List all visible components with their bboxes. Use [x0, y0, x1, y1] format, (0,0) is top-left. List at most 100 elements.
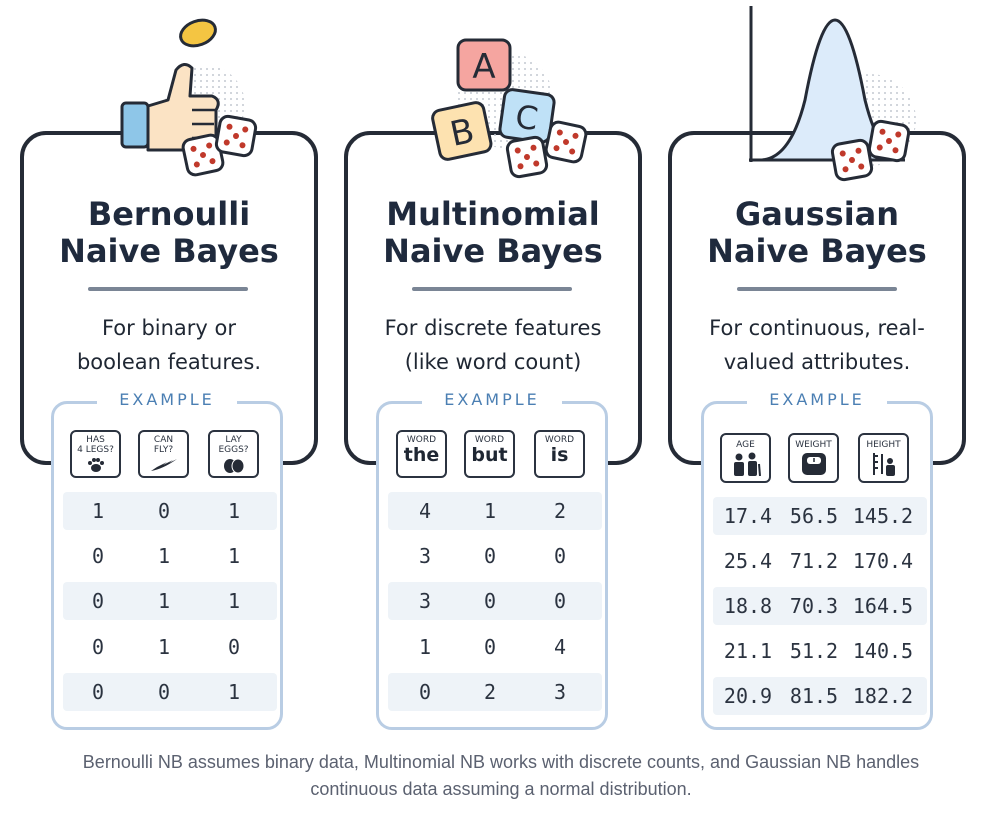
feature-label-line: EGGS?: [218, 445, 249, 455]
title-divider: [737, 287, 897, 291]
table-cell: 17.4: [723, 504, 773, 528]
feature-label-line: FLY?: [153, 445, 174, 455]
paw-icon: [87, 458, 104, 472]
wing-icon: [150, 459, 177, 471]
table-row: [388, 582, 602, 620]
abc-blocks-icon: A B C: [431, 38, 556, 161]
title-line: Multinomial: [386, 195, 600, 233]
feature-label-line: HAS: [86, 435, 105, 445]
desc-line: For discrete features: [384, 316, 602, 340]
table-cell: 182.2: [852, 684, 914, 708]
table-cell: 3: [418, 589, 432, 613]
table-row: [713, 677, 927, 715]
block-c-letter: C: [513, 97, 540, 138]
table-cell: 56.5: [789, 504, 839, 528]
feature-label-line: AGE: [736, 440, 755, 450]
example-label: EXAMPLE: [747, 390, 887, 409]
feature-header-lay-eggs: LAY EGGS?: [208, 430, 259, 478]
feature-header-has-4-legs: HAS 4 LEGS?: [70, 430, 121, 478]
table-cell: 1: [227, 589, 241, 613]
table-cell: 0: [91, 680, 105, 704]
table-cell: 0: [157, 680, 171, 704]
feature-header-age: AGE: [720, 433, 771, 483]
table-cell: 18.8: [723, 594, 773, 618]
title-divider: [88, 287, 248, 291]
feature-label-line: CAN: [153, 435, 174, 445]
table-cell: 3: [553, 680, 567, 704]
table-row: [63, 492, 277, 530]
feature-label-line: WORD: [406, 435, 437, 445]
feature-header-can-fly: CAN FLY?: [138, 430, 189, 478]
scale-icon: [801, 453, 826, 475]
table-cell: 1: [483, 499, 497, 523]
desc-line: boolean features.: [76, 350, 262, 374]
title-line: Gaussian: [734, 195, 900, 233]
table-cell: 4: [418, 499, 432, 523]
caption-line: Bernoulli NB assumes binary data, Multin…: [82, 752, 920, 772]
title-line: Bernoulli: [87, 195, 251, 233]
feature-label-line: 4 LEGS?: [77, 445, 114, 455]
table-cell: 0: [227, 635, 241, 659]
table-row: [63, 582, 277, 620]
table-cell: 0: [553, 544, 567, 568]
table-cell: 1: [227, 544, 241, 568]
feature-label-line: LAY: [225, 435, 242, 445]
table-cell: 20.9: [723, 684, 773, 708]
example-label: EXAMPLE: [97, 390, 237, 409]
feature-word: the: [403, 444, 440, 466]
table-cell: 1: [418, 635, 432, 659]
table-cell: 0: [418, 680, 432, 704]
table-cell: 1: [227, 680, 241, 704]
table-cell: 21.1: [723, 639, 773, 663]
feature-word: but: [471, 444, 508, 466]
title-line: Naive Bayes: [383, 232, 603, 270]
table-cell: 140.5: [852, 639, 914, 663]
desc-line: (like word count): [404, 350, 582, 374]
title-divider: [412, 287, 572, 291]
feature-label-line: WEIGHT: [795, 440, 832, 450]
table-cell: 1: [157, 589, 171, 613]
table-cell: 71.2: [789, 549, 839, 573]
table-cell: 0: [553, 589, 567, 613]
feature-label-line: WORD: [474, 435, 505, 445]
title-line: Naive Bayes: [59, 232, 279, 270]
gaussian-description: For continuous, real- valued attributes.: [668, 311, 966, 379]
table-cell: 81.5: [789, 684, 839, 708]
table-cell: 51.2: [789, 639, 839, 663]
desc-line: valued attributes.: [723, 350, 911, 374]
feature-header-height: HEIGHT: [858, 433, 909, 483]
figure-caption: Bernoulli NB assumes binary data, Multin…: [0, 749, 1002, 803]
table-cell: 0: [91, 589, 105, 613]
table-cell: 70.3: [789, 594, 839, 618]
illustrations-layer: A B C: [120, 6, 916, 183]
table-cell: 0: [483, 544, 497, 568]
multinomial-description: For discrete features (like word count): [344, 311, 642, 379]
table-cell: 1: [157, 635, 171, 659]
table-cell: 0: [483, 635, 497, 659]
feature-word: is: [550, 444, 569, 466]
feature-header-word-but: WORD but: [464, 430, 515, 478]
table-cell: 164.5: [852, 594, 914, 618]
table-row: [713, 587, 927, 625]
table-cell: 0: [91, 544, 105, 568]
bernoulli-title: Bernoulli Naive Bayes: [20, 196, 318, 270]
table-cell: 0: [483, 589, 497, 613]
table-cell: 0: [91, 635, 105, 659]
table-row: [388, 492, 602, 530]
caption-line: continuous data assuming a normal distri…: [310, 779, 692, 799]
feature-header-word-the: WORD the: [396, 430, 447, 478]
example-label: EXAMPLE: [422, 390, 562, 409]
bernoulli-description: For binary or boolean features.: [20, 311, 318, 379]
feature-label-line: WORD: [544, 435, 575, 445]
feature-header-weight: WEIGHT: [788, 433, 839, 483]
eggs-icon: [223, 458, 244, 473]
table-row: [713, 497, 927, 535]
table-cell: 3: [418, 544, 432, 568]
table-cell: 2: [483, 680, 497, 704]
table-cell: 170.4: [852, 549, 914, 573]
feature-label-line: HEIGHT: [866, 440, 901, 450]
desc-line: For continuous, real-: [709, 316, 925, 340]
feature-header-word-is: WORD is: [534, 430, 585, 478]
table-cell: 0: [157, 499, 171, 523]
table-cell: 1: [157, 544, 171, 568]
